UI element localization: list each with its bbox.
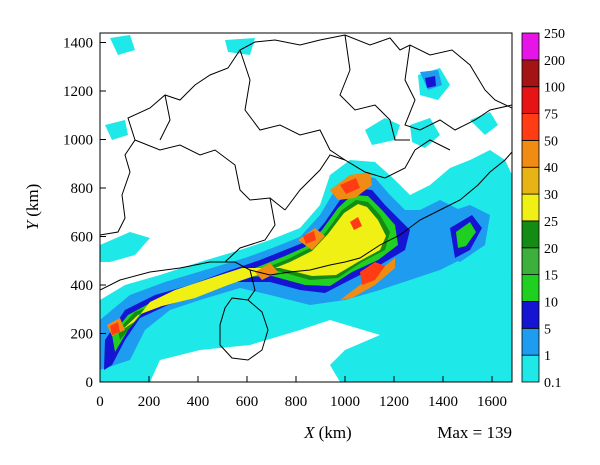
colorbar-level-label: 200 <box>544 54 565 69</box>
colorbar-swatch <box>521 59 540 88</box>
y-axis: 0 200 400 600 800 1000 1200 1400 <box>63 36 106 391</box>
colorbar-level-label: 30 <box>544 188 558 203</box>
colorbar-swatch <box>521 86 540 114</box>
precip-layer-50 <box>110 178 385 335</box>
colorbar-swatch <box>521 193 540 222</box>
colorbar-swatch <box>521 327 540 356</box>
plot-frame <box>99 32 513 383</box>
x-tick-label: 400 <box>187 394 210 410</box>
x-tick-label: 200 <box>138 394 161 410</box>
x-tick-label: 600 <box>236 394 259 410</box>
y-tick-label: 1000 <box>63 133 93 149</box>
colorbar-swatch <box>521 166 540 195</box>
colorbar-swatch <box>521 32 540 61</box>
colorbar-level-label: 25 <box>544 215 558 230</box>
colorbar-level-label: 50 <box>544 134 558 149</box>
y-tick-label: 800 <box>71 181 94 197</box>
colorbar-level-label: 250 <box>544 27 565 42</box>
colorbar-level-label: 20 <box>544 242 558 257</box>
colorbar-level-label: 15 <box>544 269 558 284</box>
colorbar-swatch <box>521 139 540 168</box>
y-tick-label: 600 <box>71 230 94 246</box>
colorbar-swatch <box>521 354 540 383</box>
colorbar-level-label: 75 <box>544 108 558 123</box>
x-tick-label: 1000 <box>330 394 360 410</box>
x-tick-label: 1400 <box>428 394 458 410</box>
x-axis-title: X (km) <box>303 423 351 442</box>
x-tick-label: 1600 <box>477 394 507 410</box>
colorbar-level-label: 100 <box>544 81 565 96</box>
x-tick-label: 0 <box>96 394 104 410</box>
colorbar-level-label: 40 <box>544 161 558 176</box>
colorbar-swatch <box>521 247 540 276</box>
y-axis-title: Y(km) <box>23 184 42 231</box>
y-tick-label: 200 <box>71 327 94 343</box>
x-tick-label: 1200 <box>379 394 409 410</box>
colorbar-level-label: 0.1 <box>544 376 562 391</box>
colorbar-level-label: 10 <box>544 295 558 310</box>
precip-layer-25 <box>122 204 386 330</box>
y-tick-label: 400 <box>71 278 94 294</box>
colorbar-swatch <box>521 301 540 329</box>
x-tick-label: 800 <box>285 394 308 410</box>
colorbar-level-label: 1 <box>544 349 551 364</box>
boundary-lines <box>100 34 512 361</box>
y-tick-label: 0 <box>86 375 94 391</box>
colorbar-swatch <box>521 113 540 141</box>
colorbar-level-label: 5 <box>544 322 551 337</box>
y-tick-label: 1200 <box>63 84 93 100</box>
max-value-annotation: Max = 139 <box>437 423 512 442</box>
y-tick-label: 1400 <box>63 36 93 52</box>
colorbar-swatch <box>521 220 540 249</box>
x-axis: 0 200 400 600 800 1000 1200 1400 1600 <box>96 376 507 410</box>
colorbar-swatch <box>521 274 540 302</box>
